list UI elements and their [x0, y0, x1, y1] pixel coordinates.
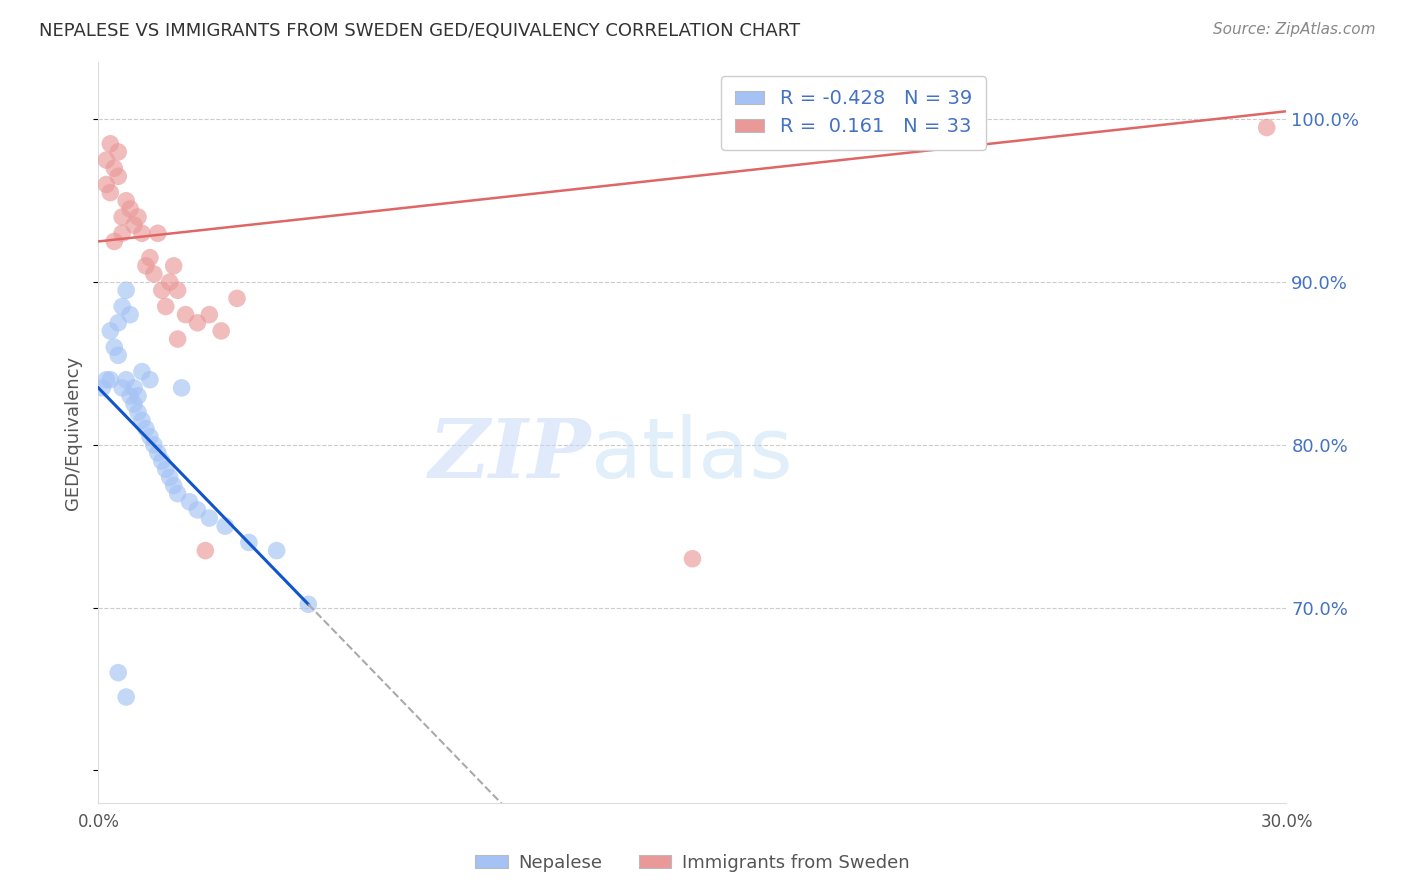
Point	[111, 381, 134, 395]
Point	[131, 227, 153, 241]
Text: NEPALESE VS IMMIGRANTS FROM SWEDEN GED/EQUIVALENCY CORRELATION CHART: NEPALESE VS IMMIGRANTS FROM SWEDEN GED/E…	[39, 22, 800, 40]
Point	[120, 389, 142, 403]
Y-axis label: GED/Equivalency: GED/Equivalency	[65, 356, 83, 509]
Point	[198, 511, 221, 525]
Point	[107, 348, 129, 362]
Point	[163, 478, 186, 492]
Point	[682, 551, 704, 566]
Point	[238, 535, 260, 549]
Point	[186, 316, 208, 330]
Point	[186, 503, 208, 517]
Legend: Nepalese, Immigrants from Sweden: Nepalese, Immigrants from Sweden	[468, 847, 917, 879]
Point	[122, 218, 145, 232]
Point	[266, 543, 288, 558]
Point	[146, 446, 169, 460]
Point	[122, 397, 145, 411]
Point	[146, 227, 169, 241]
Point	[166, 486, 188, 500]
Point	[139, 430, 162, 444]
Point	[159, 275, 181, 289]
Point	[98, 186, 121, 200]
Point	[214, 519, 236, 533]
Point	[139, 251, 162, 265]
Point	[111, 227, 134, 241]
Point	[96, 178, 118, 192]
Point	[155, 462, 177, 476]
Point	[120, 308, 142, 322]
Point	[98, 373, 121, 387]
Point	[98, 136, 121, 151]
Point	[115, 690, 138, 704]
Point	[297, 597, 319, 611]
Point	[111, 300, 134, 314]
Point	[131, 413, 153, 427]
Point	[179, 495, 201, 509]
Point	[107, 316, 129, 330]
Point	[115, 194, 138, 208]
Point	[115, 373, 138, 387]
Point	[120, 202, 142, 216]
Point	[166, 332, 188, 346]
Point	[170, 381, 193, 395]
Point	[194, 543, 217, 558]
Text: ZIP: ZIP	[429, 415, 592, 495]
Point	[209, 324, 232, 338]
Point	[103, 235, 125, 249]
Point	[150, 454, 173, 468]
Point	[127, 389, 149, 403]
Point	[122, 381, 145, 395]
Point	[163, 259, 186, 273]
Text: Source: ZipAtlas.com: Source: ZipAtlas.com	[1212, 22, 1375, 37]
Point	[139, 373, 162, 387]
Point	[98, 324, 121, 338]
Point	[115, 283, 138, 297]
Point	[96, 373, 118, 387]
Text: atlas: atlas	[592, 414, 793, 495]
Point	[127, 210, 149, 224]
Point	[198, 308, 221, 322]
Point	[103, 340, 125, 354]
Point	[103, 161, 125, 176]
Point	[226, 292, 249, 306]
Point	[127, 405, 149, 419]
Point	[142, 438, 165, 452]
Point	[135, 421, 157, 435]
Point	[150, 283, 173, 297]
Point	[1256, 120, 1278, 135]
Point	[159, 470, 181, 484]
Point	[142, 267, 165, 281]
Point	[107, 169, 129, 184]
Point	[135, 259, 157, 273]
Point	[107, 665, 129, 680]
Point	[111, 210, 134, 224]
Point	[91, 381, 114, 395]
Point	[96, 153, 118, 167]
Point	[166, 283, 188, 297]
Point	[107, 145, 129, 159]
Point	[155, 300, 177, 314]
Point	[174, 308, 197, 322]
Point	[131, 365, 153, 379]
